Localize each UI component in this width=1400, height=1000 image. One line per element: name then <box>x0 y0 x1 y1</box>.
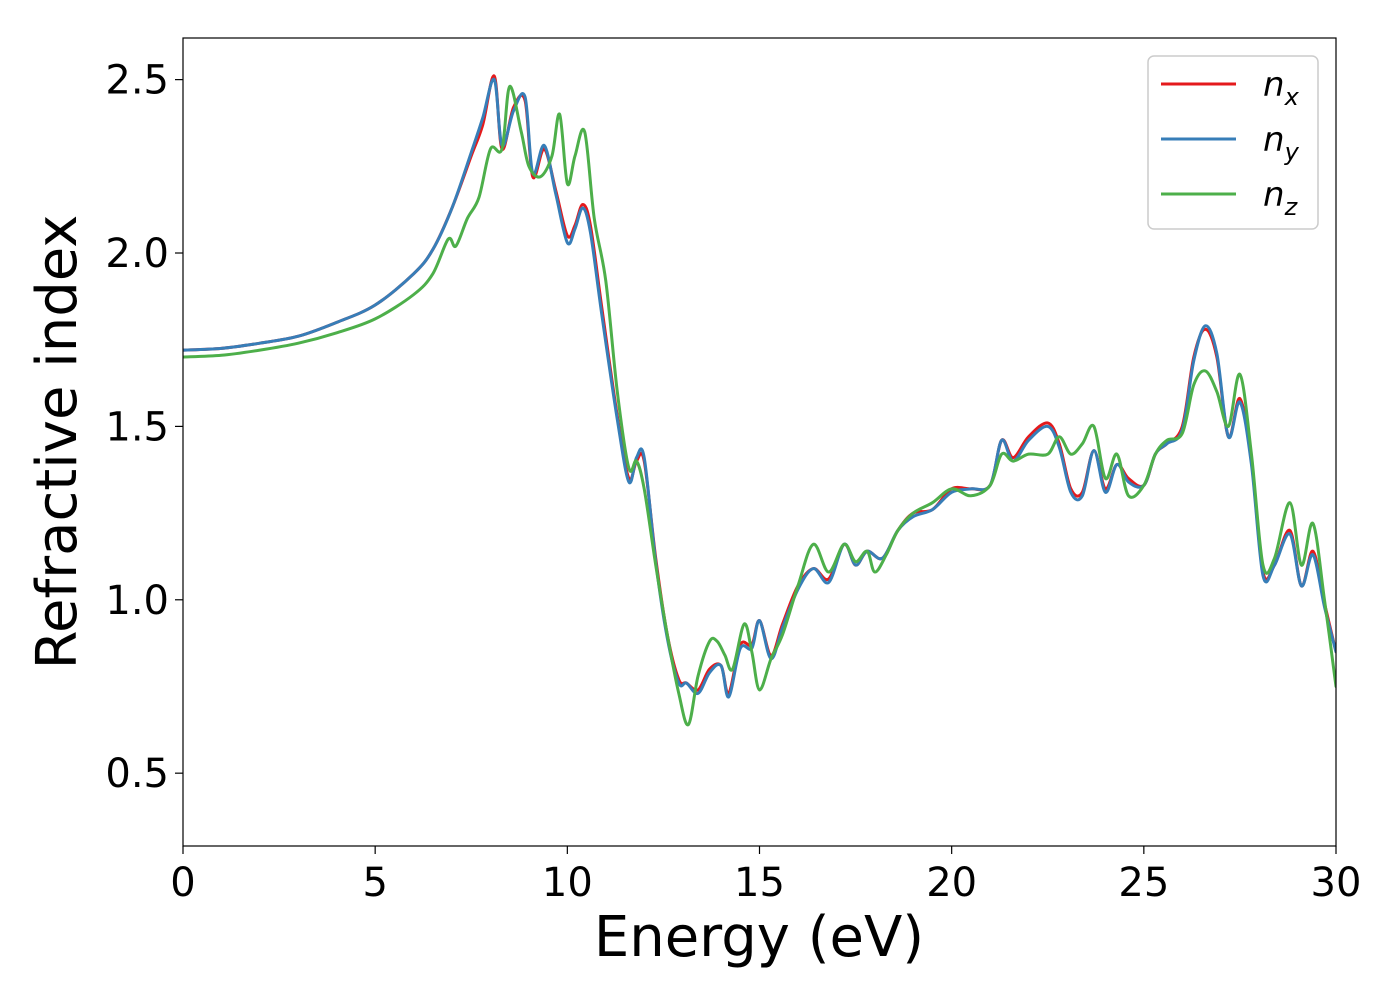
legend-label-nx: nx <box>1263 65 1300 111</box>
y-tick-label: 2.5 <box>105 58 169 104</box>
y-tick-label: 1.5 <box>105 404 169 450</box>
y-tick-label: 0.5 <box>105 751 169 797</box>
x-tick-label: 0 <box>170 860 195 906</box>
x-tick-label: 15 <box>734 860 785 906</box>
y-tick-label: 1.0 <box>105 578 169 624</box>
x-tick-label: 5 <box>362 860 387 906</box>
x-tick-label: 10 <box>542 860 593 906</box>
x-axis-ticks: 0 5 10 15 20 25 30 <box>170 846 1361 906</box>
y-tick-label: 2.0 <box>105 231 169 277</box>
x-tick-label: 30 <box>1311 860 1362 906</box>
legend: nx ny nz <box>1147 55 1319 230</box>
x-axis-title: Energy (eV) <box>594 905 924 970</box>
x-tick-label: 20 <box>926 860 977 906</box>
legend-box <box>1147 55 1319 230</box>
legend-label-nz: nz <box>1263 175 1299 221</box>
legend-label-ny: ny <box>1263 120 1300 166</box>
series-layer <box>183 74 1336 727</box>
x-tick-label: 25 <box>1118 860 1169 906</box>
y-axis-ticks: 0.5 1.0 1.5 2.0 2.5 <box>105 58 183 797</box>
y-axis-title: Refractive index <box>25 215 90 670</box>
series-line-nz <box>183 85 1336 727</box>
